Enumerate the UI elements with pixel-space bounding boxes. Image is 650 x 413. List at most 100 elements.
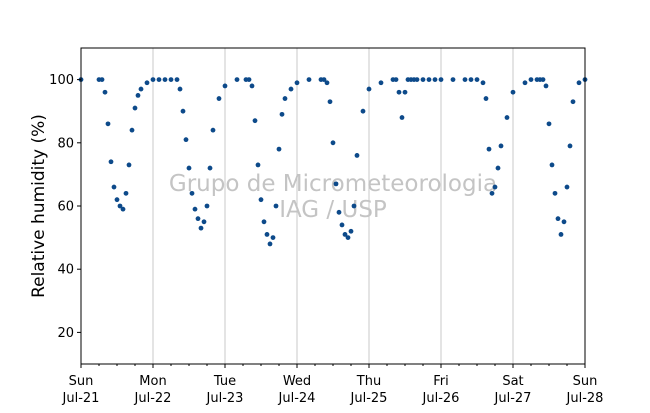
data-point [99,77,105,82]
data-point [198,225,204,231]
data-point [222,83,228,89]
x-tick-label-date: Jul-25 [350,391,388,406]
data-point [330,140,336,146]
data-point [264,232,270,237]
y-axis: 20 40 60 80 100 [49,73,81,341]
data-point [504,115,510,120]
y-tick-label: 60 [57,200,74,215]
data-point [168,77,174,82]
data-point [162,77,168,82]
data-point [324,80,330,86]
data-point [492,184,498,190]
x-tick-label-date: Jul-28 [566,391,604,406]
data-point [483,96,489,101]
data-point [543,83,549,89]
data-point [564,184,570,190]
data-point [276,146,282,152]
data-point [336,209,342,215]
data-point [327,99,333,105]
watermark-line-2: IAG / USP [279,197,387,223]
data-point [345,235,351,241]
x-axis: Sun Jul-21 Mon Jul-22 Tue Jul-23 Wed Jul-24 Thu J… [62,364,604,406]
data-point [234,77,240,82]
data-point [201,219,207,225]
data-point [117,203,123,209]
data-point [246,77,252,82]
x-tick-label-date: Jul-27 [494,391,532,406]
x-tick-label-day: Sun [573,374,598,389]
data-point [195,216,201,222]
data-point [480,80,486,86]
watermark-line-1: Grupo de Micrometeorologia [169,171,497,197]
data-point [567,143,573,149]
data-point [282,96,288,101]
data-point [102,89,108,95]
data-point [132,105,138,111]
x-tick-label-day: Fri [433,374,449,389]
x-tick-label-date: Jul-21 [62,391,100,406]
data-point [216,96,222,101]
data-point [354,153,360,158]
data-point [510,89,516,95]
data-point [249,83,255,89]
data-point [261,219,267,225]
data-point [522,80,528,86]
data-point [576,80,582,86]
x-tick-label-day: Mon [139,374,166,389]
data-point [474,77,480,82]
y-axis-label: Relative humidity (%) [29,114,49,298]
data-point [339,222,345,228]
data-point [489,190,495,196]
data-point [105,121,111,127]
data-point [342,232,348,237]
data-point [150,77,156,82]
data-point [183,137,189,143]
data-point [468,77,474,82]
data-point [177,86,183,92]
data-point [114,197,120,203]
data-point [348,228,354,234]
data-point [432,77,438,82]
data-point [192,206,198,212]
data-point [279,111,285,117]
x-tick-label-date: Jul-22 [134,391,172,406]
x-tick-label-day: Sun [69,374,94,389]
data-point [111,184,117,190]
data-point [366,86,372,92]
data-point [450,77,456,82]
data-point [528,77,534,82]
data-point [120,206,126,212]
data-point [306,77,312,82]
data-point [123,190,129,196]
data-point [174,77,180,82]
data-point [570,99,576,105]
data-point [495,165,501,171]
data-point [351,203,357,209]
y-tick-label: 40 [57,263,74,278]
data-point [555,216,561,222]
data-point [540,77,546,82]
data-point [486,146,492,152]
data-point [402,89,408,95]
data-point [378,80,384,86]
data-point [210,127,216,133]
data-point [399,115,405,120]
x-tick-label-day: Tue [213,374,236,389]
data-point [393,77,399,82]
data-point [561,219,567,225]
data-point [144,80,150,86]
data-point [321,77,327,82]
x-tick-label-date: Jul-26 [422,391,460,406]
y-tick-label: 20 [57,326,74,341]
data-point [126,162,132,168]
data-point [207,165,213,171]
data-point [252,118,258,124]
data-point [204,203,210,209]
data-point [549,162,555,168]
data-points [78,77,588,247]
data-point [420,77,426,82]
data-point [462,77,468,82]
